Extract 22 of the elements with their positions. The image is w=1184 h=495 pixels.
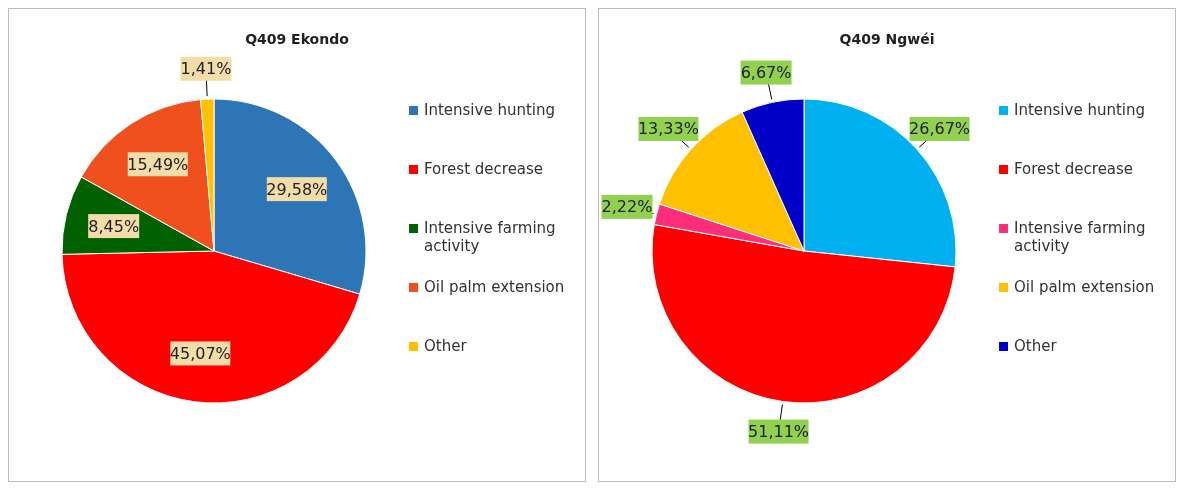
chart-title: Q409 Ngwéi bbox=[838, 30, 936, 49]
chart-title: Q409 Ekondo bbox=[244, 30, 350, 49]
legend-label: Oil palm extension bbox=[1014, 278, 1155, 296]
data-label: 2,22% bbox=[601, 197, 653, 217]
data-label: 6,67% bbox=[740, 63, 792, 83]
legend-label: Other bbox=[424, 337, 467, 355]
legend-label: Other bbox=[1014, 337, 1057, 355]
data-label: 13,33% bbox=[637, 119, 699, 139]
data-label: 29,58% bbox=[266, 179, 328, 199]
legend-label: Forest decrease bbox=[424, 160, 544, 178]
legend-label: Forest decrease bbox=[1014, 160, 1134, 178]
legend-label: Oil palm extension bbox=[424, 278, 565, 296]
data-label: 26,67% bbox=[909, 119, 971, 139]
data-label: 51,11% bbox=[748, 422, 810, 442]
legend-label: Intensive farming activity bbox=[1014, 219, 1147, 255]
legend-label: Intensive hunting bbox=[424, 101, 556, 119]
data-label: 1,41% bbox=[180, 59, 232, 79]
legend-label: Intensive hunting bbox=[1014, 101, 1146, 119]
data-label: 8,45% bbox=[88, 216, 140, 236]
data-label: 15,49% bbox=[127, 154, 189, 174]
legend-label: Intensive farming activity bbox=[424, 219, 557, 255]
data-label: 45,07% bbox=[169, 343, 231, 363]
